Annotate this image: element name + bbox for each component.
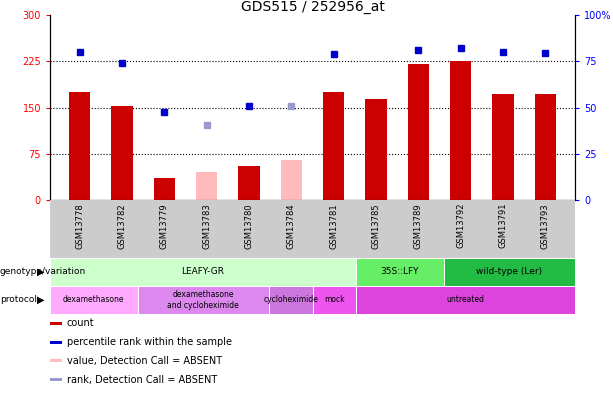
Bar [50, 359, 63, 362]
Bar [238, 166, 259, 200]
Text: dexamethasone
and cycloheximide: dexamethasone and cycloheximide [167, 290, 239, 310]
Text: ▶: ▶ [37, 267, 44, 277]
Bar [154, 179, 175, 200]
Bar [444, 258, 575, 286]
Text: cycloheximide: cycloheximide [263, 296, 318, 305]
Text: GSM13782: GSM13782 [118, 203, 126, 249]
Bar [365, 100, 387, 200]
Text: GSM13785: GSM13785 [371, 203, 381, 249]
Text: GSM13789: GSM13789 [414, 203, 423, 249]
Text: GSM13792: GSM13792 [456, 203, 465, 248]
Bar [50, 341, 63, 343]
Text: rank, Detection Call = ABSENT: rank, Detection Call = ABSENT [67, 375, 217, 385]
Bar [281, 160, 302, 200]
Bar [112, 106, 132, 200]
Bar [50, 322, 63, 325]
Text: dexamethasone: dexamethasone [63, 296, 124, 305]
Text: wild-type (Ler): wild-type (Ler) [476, 267, 543, 277]
Text: value, Detection Call = ABSENT: value, Detection Call = ABSENT [67, 356, 222, 366]
Text: GSM13779: GSM13779 [160, 203, 169, 249]
Text: untreated: untreated [447, 296, 485, 305]
Bar [50, 286, 137, 314]
Text: count: count [67, 318, 94, 328]
Bar [356, 258, 444, 286]
Text: percentile rank within the sample: percentile rank within the sample [67, 337, 232, 347]
Text: GSM13780: GSM13780 [245, 203, 254, 249]
Bar [196, 172, 217, 200]
Bar [313, 286, 356, 314]
Bar [69, 92, 90, 200]
Bar [492, 94, 514, 200]
Bar [450, 61, 471, 200]
Bar [137, 286, 268, 314]
Bar [50, 378, 63, 381]
Text: GSM13784: GSM13784 [287, 203, 296, 249]
Bar [535, 94, 556, 200]
Text: GSM13778: GSM13778 [75, 203, 84, 249]
Text: GSM13783: GSM13783 [202, 203, 211, 249]
Bar [268, 286, 313, 314]
Bar [50, 258, 356, 286]
Bar [323, 92, 345, 200]
Text: genotype/variation: genotype/variation [0, 267, 86, 277]
Text: GSM13793: GSM13793 [541, 203, 550, 249]
Bar [408, 64, 429, 200]
Text: LEAFY-GR: LEAFY-GR [181, 267, 224, 277]
Text: 35S::LFY: 35S::LFY [381, 267, 419, 277]
Text: GSM13791: GSM13791 [498, 203, 508, 248]
Title: GDS515 / 252956_at: GDS515 / 252956_at [240, 0, 384, 14]
Text: mock: mock [324, 296, 345, 305]
Text: GSM13781: GSM13781 [329, 203, 338, 249]
Text: ▶: ▶ [37, 295, 44, 305]
Text: protocol: protocol [0, 296, 37, 305]
Bar [356, 286, 575, 314]
